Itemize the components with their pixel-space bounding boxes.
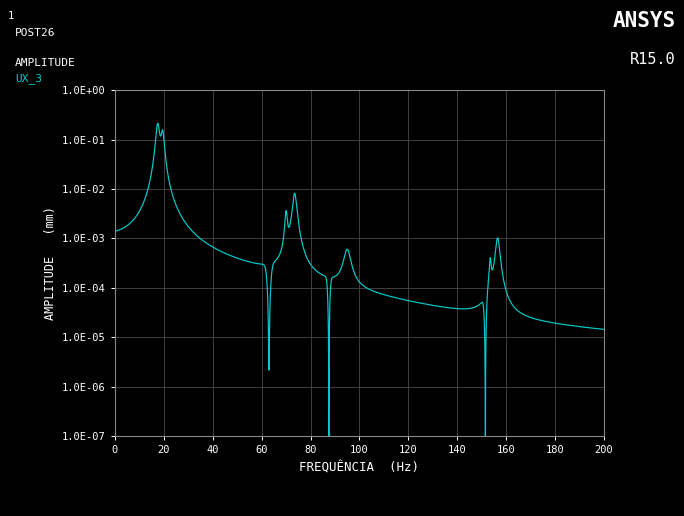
X-axis label: FREQUÊNCIA  (Hz): FREQUÊNCIA (Hz) [300, 461, 419, 474]
Text: POST26: POST26 [15, 28, 55, 38]
Text: R15.0: R15.0 [630, 52, 676, 67]
Text: AMPLITUDE: AMPLITUDE [15, 58, 76, 68]
Y-axis label: AMPLITUDE   (mm): AMPLITUDE (mm) [44, 206, 57, 320]
Text: 1: 1 [8, 11, 14, 21]
Text: UX_3: UX_3 [15, 73, 42, 84]
Text: ANSYS: ANSYS [613, 11, 676, 31]
